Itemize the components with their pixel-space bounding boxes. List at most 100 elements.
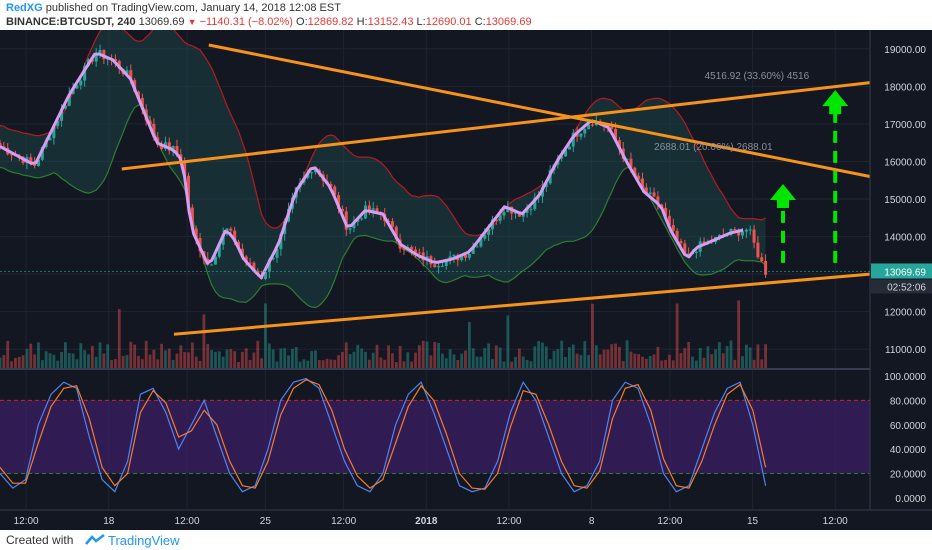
volume-bar [687,341,691,368]
volume-bar [587,355,591,368]
volume-bar [337,355,340,368]
volume-bar [594,345,598,368]
volume-bar [648,355,652,368]
candle-body [313,169,317,173]
volume-bar [414,352,417,368]
volume-bar [129,341,133,368]
volume-bar [67,353,71,368]
volume-bar [591,303,594,368]
candle-body [375,208,379,212]
volume-bar [290,348,294,368]
volume-bar [691,356,694,368]
volume-bar [179,345,183,368]
volume-bar [737,300,741,368]
volume-bar [275,361,279,368]
volume-bar [525,359,529,368]
candle-body [467,253,471,258]
volume-bar [244,348,248,368]
volume-bar [114,359,117,368]
candle-body [0,142,2,147]
volume-bar [256,340,260,368]
candle-body [533,197,537,210]
volume-bar [529,361,533,368]
volume-bar [87,354,90,368]
candle-body [152,123,156,138]
author-name[interactable]: RedXG [6,2,43,14]
candle-body [744,229,748,232]
candle-body [487,229,491,235]
volume-bar [64,342,67,368]
chart-area[interactable]: 4516.92 (33.60%) 4516 2688.01 (20.06%) 26… [0,30,932,530]
symbol-line: BINANCE:BTCUSDT, 240 13069.69 ▼ −1140.31… [6,16,532,28]
candle-body [94,53,98,62]
candle-body [479,238,483,247]
candle-body [98,49,102,54]
publish-line: RedXG published on TradingView.com, Janu… [6,2,341,14]
candle-body [194,228,198,238]
candle-body [637,175,641,179]
price-tick-label: 18000.00 [884,82,926,93]
candle-body [675,230,679,242]
volume-bar [2,355,6,368]
measure-annotation: 4516.92 (33.60%) 4516 [705,71,810,82]
volume-bar [614,343,617,368]
candle-body [679,241,683,244]
volume-bar [121,355,125,368]
stoch-series-line [0,379,767,490]
volume-bar [702,357,706,368]
volume-bar [33,354,37,368]
volume-bar [548,359,552,368]
time-tick-label: 12:00 [657,516,682,527]
volume-bar [467,321,471,368]
volume-bar [433,342,437,368]
volume-bar [187,352,190,368]
candle-body [60,108,64,121]
volume-bar [464,350,467,368]
last-price: 13069.69 [138,16,185,28]
volume-bar [714,349,717,368]
volume-bar [514,357,517,368]
volume-bar [321,360,325,368]
tradingview-brand[interactable]: TradingView [108,533,180,548]
volume-bar [487,343,490,368]
candle-body [402,248,406,250]
candle-body [171,146,175,151]
candle-body [279,234,283,250]
time-tick-label: 12:00 [331,516,356,527]
volume-bar [706,346,710,368]
volume-bar [214,351,217,368]
stoch-tick-label: 40.0000 [890,445,927,456]
candle-body [737,229,741,236]
candle-body [683,243,687,254]
volume-bar [40,360,44,368]
volume-bar [652,354,656,368]
candle-body [571,132,575,147]
volume-bar [248,360,252,368]
time-tick-label: 12:00 [823,516,848,527]
last-price-badge-text: 13069.69 [884,267,926,278]
volume-bar [506,315,510,368]
candle-body [614,128,618,141]
volume-bar [29,343,33,368]
footer: Created with TradingView [0,530,932,550]
candle-body [433,264,437,268]
symbol-label[interactable]: BINANCE:BTCUSDT, 240 [6,16,136,28]
candle-body [367,205,371,212]
volume-bar [210,350,213,368]
volume-bar [510,361,514,368]
volume-bar [579,355,583,368]
candle-body [544,183,548,187]
candle-body [560,156,564,159]
volume-bar [748,347,752,368]
price-tick-label: 19000.00 [884,45,926,56]
candle-body [633,167,637,176]
candle-body [148,120,152,124]
candle-body [648,192,652,195]
volume-bar [575,353,579,368]
countdown-badge-text: 02:52:06 [887,282,926,293]
volume-bar [90,345,94,368]
candle-body [36,159,40,166]
volume-bar [371,352,375,368]
volume-bar [164,350,167,368]
volume-bar [668,354,671,368]
